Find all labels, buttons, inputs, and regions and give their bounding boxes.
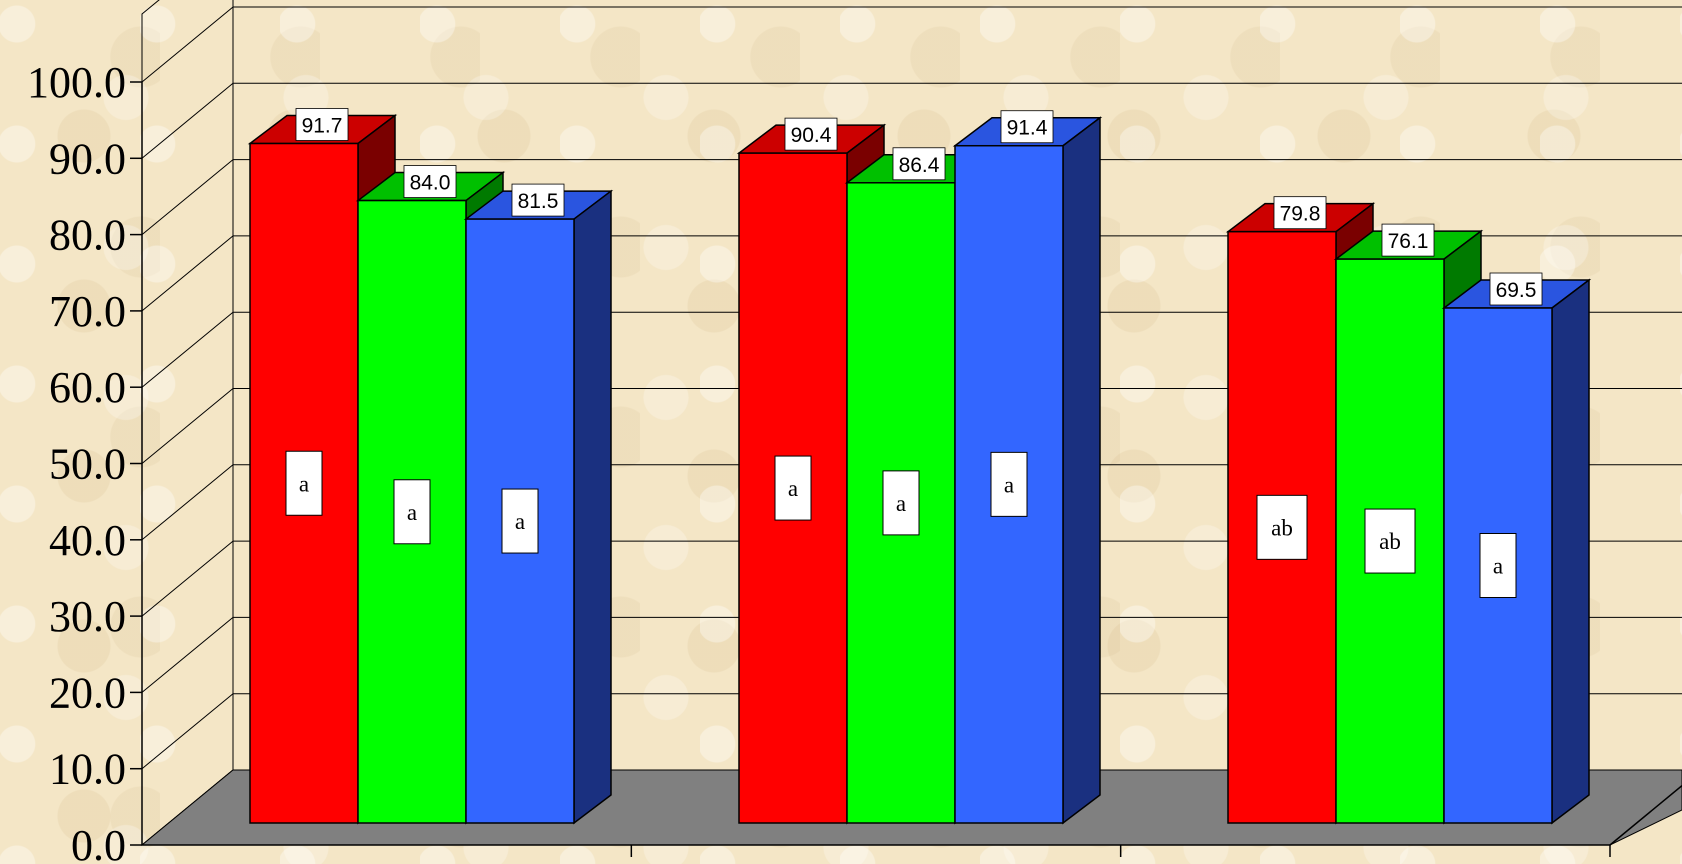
gridline-side [141, 235, 234, 312]
significance-letter: a [788, 476, 798, 501]
letter-label-box [393, 479, 431, 545]
gridline-side [141, 388, 234, 464]
y-tick-label: 40.0 [49, 516, 126, 565]
y-tick-label: 70.0 [49, 287, 126, 336]
side-wall [141, 0, 234, 847]
gridline-side [141, 159, 234, 235]
value-label: 86.4 [899, 154, 940, 177]
letter-label-box [501, 488, 539, 554]
gridline-side [141, 693, 234, 770]
significance-letter: a [299, 471, 309, 496]
value-label: 84.0 [410, 172, 451, 195]
bar-side [1551, 278, 1590, 825]
y-tick-label: 30.0 [49, 592, 126, 641]
value-label-box [892, 147, 946, 181]
value-label-box [784, 117, 838, 151]
value-label-box [1000, 110, 1054, 144]
significance-letter: a [1004, 472, 1014, 497]
letter-label-box [1364, 508, 1416, 574]
data-labels: 91.7 a 84.0 a 81.5 a 90.4 a 86.4 a 91.4 a 79.8 ab 76.1… [285, 108, 1543, 599]
value-label-box [295, 108, 349, 141]
value-label-box [1489, 272, 1543, 306]
y-tick-label: 10.0 [49, 745, 126, 794]
gridline-side [141, 464, 234, 541]
y-tick-label: 90.0 [49, 134, 126, 183]
bar-side [1062, 116, 1101, 825]
value-label-box [1381, 223, 1435, 257]
gridline-side [141, 311, 234, 388]
value-label: 91.4 [1007, 117, 1048, 140]
gridline-side [141, 6, 234, 83]
bars [247, 113, 1592, 825]
bar-side [573, 189, 612, 825]
bar [1441, 278, 1592, 825]
value-label: 69.5 [1496, 279, 1537, 302]
value-label: 90.4 [791, 124, 832, 147]
y-tick-label: 100.0 [27, 58, 126, 107]
significance-letter: a [407, 500, 417, 525]
x-axis-depth-line [1609, 784, 1682, 846]
letter-label-box [1479, 533, 1517, 599]
letter-label-box [882, 470, 920, 536]
significance-letter: ab [1271, 515, 1293, 540]
y-tick-label: 80.0 [49, 211, 126, 260]
letter-label-box [774, 455, 812, 521]
y-tick-label: 50.0 [49, 440, 126, 489]
letter-label-box [990, 451, 1028, 517]
value-label: 91.7 [302, 115, 343, 138]
letter-label-box [285, 450, 323, 516]
y-tick-label: 20.0 [49, 668, 126, 717]
significance-letter: a [1493, 554, 1503, 579]
gridline-side [141, 82, 234, 159]
value-label-box [403, 165, 457, 198]
letter-label-box [1256, 494, 1308, 560]
bar [463, 189, 614, 825]
value-label: 79.8 [1280, 203, 1321, 226]
significance-letter: a [515, 509, 525, 534]
value-label-box [511, 183, 565, 217]
value-label-box [1273, 196, 1327, 230]
value-label: 76.1 [1388, 230, 1429, 253]
significance-letter: ab [1379, 529, 1401, 554]
significance-letter: a [896, 491, 906, 516]
y-tick-label: 0.0 [71, 821, 126, 864]
y-tick-label: 60.0 [49, 363, 126, 412]
axes: 0.0 10.0 20.0 30.0 40.0 50.0 60.0 70.0 80.0 90.0 1… [27, 58, 1682, 864]
value-label: 81.5 [518, 190, 559, 213]
gridline-side [141, 617, 234, 693]
gridline-side [141, 540, 234, 617]
